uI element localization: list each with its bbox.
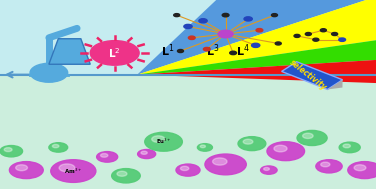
Circle shape (343, 144, 350, 148)
Circle shape (354, 165, 366, 171)
Circle shape (184, 24, 192, 29)
Circle shape (176, 164, 200, 176)
Circle shape (238, 137, 266, 151)
Polygon shape (327, 80, 343, 89)
Circle shape (212, 158, 227, 165)
Circle shape (100, 153, 108, 157)
Circle shape (152, 136, 165, 143)
Circle shape (252, 43, 260, 47)
Circle shape (230, 51, 237, 55)
Circle shape (218, 30, 233, 38)
Circle shape (4, 148, 12, 152)
Circle shape (303, 133, 313, 139)
Polygon shape (49, 39, 90, 64)
Circle shape (205, 154, 246, 175)
Circle shape (180, 166, 189, 170)
Circle shape (261, 166, 277, 174)
Circle shape (222, 13, 229, 17)
Polygon shape (137, 0, 376, 75)
Circle shape (294, 34, 300, 37)
Circle shape (320, 29, 326, 32)
Circle shape (49, 143, 68, 152)
Circle shape (321, 162, 330, 167)
Polygon shape (282, 62, 343, 89)
Circle shape (199, 19, 207, 23)
Circle shape (313, 38, 319, 41)
Circle shape (339, 38, 346, 41)
Circle shape (332, 33, 338, 36)
Polygon shape (0, 75, 376, 189)
Circle shape (112, 169, 140, 183)
Text: L$^2$: L$^2$ (108, 46, 121, 60)
Circle shape (138, 149, 156, 159)
Circle shape (243, 139, 253, 144)
Circle shape (305, 33, 311, 36)
Circle shape (203, 47, 210, 51)
Circle shape (59, 164, 75, 172)
Circle shape (188, 36, 195, 40)
Text: L$^3$: L$^3$ (206, 43, 219, 59)
Circle shape (348, 162, 376, 179)
Circle shape (90, 41, 139, 65)
Circle shape (0, 146, 23, 157)
Text: selectivity: selectivity (288, 58, 329, 93)
Polygon shape (137, 0, 376, 75)
Polygon shape (137, 33, 376, 98)
Circle shape (174, 14, 180, 17)
Circle shape (256, 29, 263, 32)
Circle shape (271, 14, 277, 17)
Circle shape (274, 145, 287, 152)
Circle shape (9, 162, 43, 179)
Circle shape (51, 160, 96, 182)
Circle shape (117, 171, 127, 176)
Circle shape (264, 167, 270, 170)
Circle shape (30, 63, 68, 82)
Text: L$^4$: L$^4$ (236, 43, 249, 59)
Circle shape (145, 132, 182, 151)
Circle shape (16, 165, 27, 171)
Circle shape (267, 142, 305, 161)
Circle shape (244, 17, 252, 21)
Circle shape (339, 142, 360, 153)
Circle shape (97, 152, 118, 162)
Text: Eu$^{3+}$: Eu$^{3+}$ (156, 137, 171, 146)
Polygon shape (137, 0, 376, 75)
Circle shape (297, 130, 327, 146)
Circle shape (177, 50, 183, 53)
Text: Am$^{3+}$: Am$^{3+}$ (64, 166, 82, 176)
Text: L$^1$: L$^1$ (161, 43, 174, 59)
Circle shape (52, 144, 59, 148)
Circle shape (275, 42, 281, 45)
Circle shape (200, 145, 205, 148)
Circle shape (316, 160, 342, 173)
Circle shape (141, 151, 147, 154)
Circle shape (197, 144, 212, 151)
